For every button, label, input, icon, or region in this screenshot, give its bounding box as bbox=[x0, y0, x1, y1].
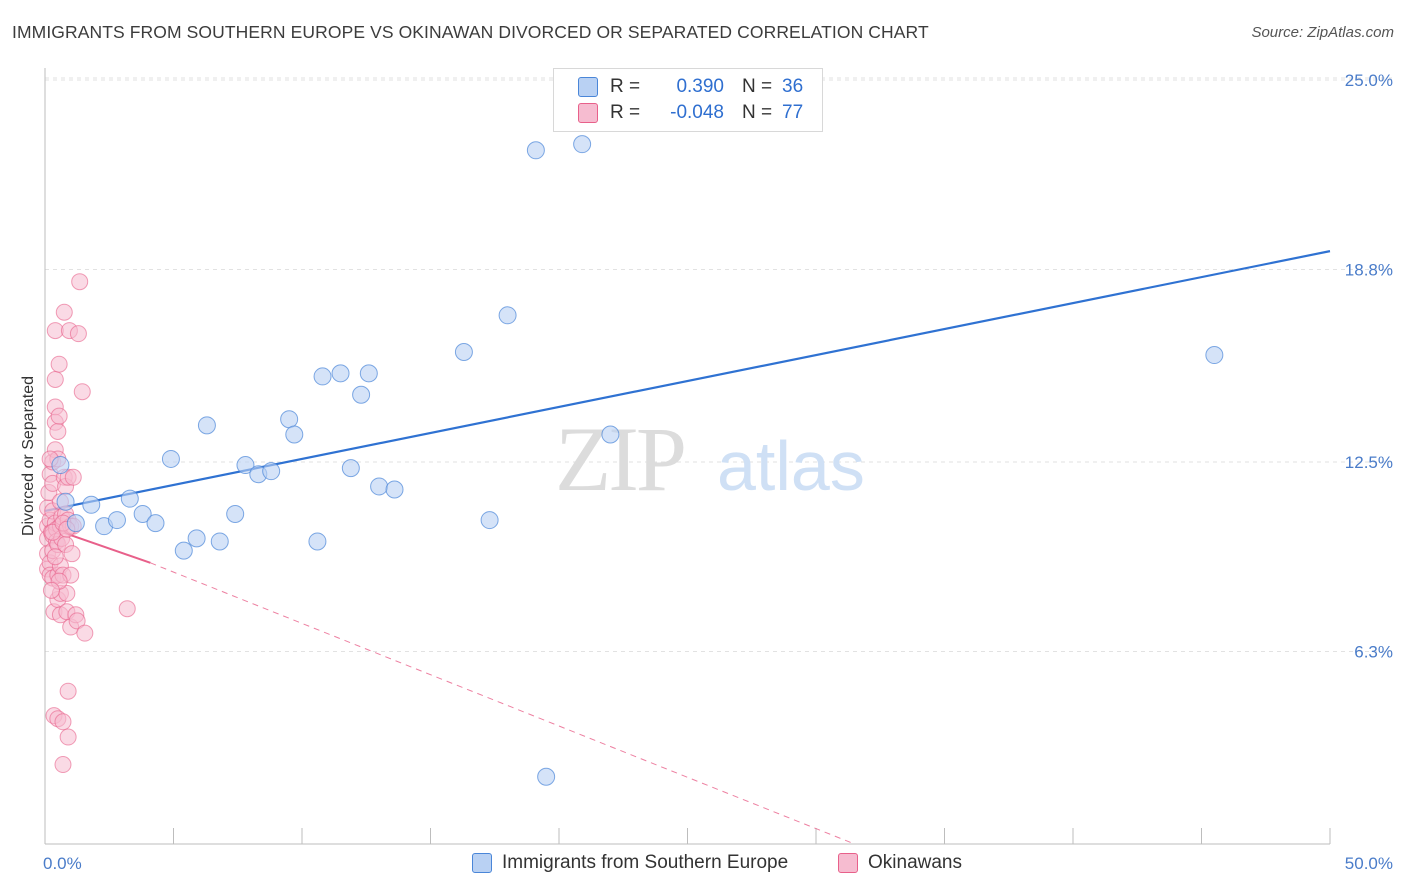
point-okinawans bbox=[76, 624, 94, 642]
bottom-legend-label: Okinawans bbox=[868, 852, 962, 873]
point-okinawans bbox=[50, 355, 68, 373]
point-okinawans bbox=[64, 468, 82, 486]
point-southern-europe bbox=[236, 456, 255, 475]
point-southern-europe bbox=[66, 514, 85, 533]
point-okinawans bbox=[63, 545, 81, 563]
trend-line-okinawans-extension bbox=[150, 562, 855, 845]
trend-lines bbox=[44, 250, 1331, 845]
point-okinawans bbox=[50, 407, 68, 425]
watermark-zip: ZIP bbox=[555, 408, 684, 510]
point-southern-europe bbox=[1205, 346, 1224, 365]
point-southern-europe bbox=[107, 511, 126, 530]
point-okinawans bbox=[71, 273, 89, 291]
point-southern-europe bbox=[385, 480, 404, 499]
point-southern-europe bbox=[280, 410, 299, 429]
point-okinawans bbox=[59, 682, 77, 700]
point-southern-europe bbox=[573, 135, 592, 154]
point-southern-europe bbox=[370, 477, 389, 496]
point-southern-europe bbox=[526, 141, 545, 160]
swatch-southern-europe bbox=[578, 77, 598, 97]
bottom-legend-southern-europe: Immigrants from Southern Europe bbox=[472, 852, 788, 874]
y-tick-label: 25.0% bbox=[1345, 71, 1393, 90]
r-label: R = bbox=[610, 76, 641, 97]
y-tick-label: 12.5% bbox=[1345, 453, 1393, 472]
point-okinawans bbox=[118, 600, 136, 618]
point-southern-europe bbox=[601, 425, 620, 444]
point-southern-europe bbox=[331, 364, 350, 383]
correlation-legend: R = 0.390 N = 36 R = -0.048 N = 77 bbox=[553, 68, 823, 132]
y-axis-label: Divorced or Separated bbox=[20, 376, 37, 536]
n-label: N = bbox=[742, 76, 773, 97]
point-southern-europe bbox=[56, 492, 75, 511]
point-okinawans bbox=[59, 728, 77, 746]
point-okinawans bbox=[42, 581, 60, 599]
point-southern-europe bbox=[210, 532, 229, 551]
legend-row-okinawans: R = -0.048 N = 77 bbox=[578, 101, 803, 125]
trend-line-southern-europe bbox=[44, 250, 1331, 512]
point-okinawans bbox=[54, 756, 72, 774]
point-southern-europe bbox=[341, 459, 360, 478]
point-southern-europe bbox=[161, 449, 180, 468]
point-southern-europe bbox=[174, 541, 193, 560]
point-southern-europe bbox=[133, 504, 152, 523]
bottom-legend-okinawans: Okinawans bbox=[838, 852, 962, 874]
point-okinawans bbox=[54, 713, 72, 731]
swatch-southern-europe bbox=[472, 853, 492, 873]
n-value: 36 bbox=[782, 76, 804, 97]
bottom-legend-label: Immigrants from Southern Europe bbox=[502, 852, 789, 873]
watermark-atlas: atlas bbox=[717, 427, 865, 505]
chart-title: IMMIGRANTS FROM SOUTHERN EUROPE VS OKINA… bbox=[12, 22, 929, 42]
point-southern-europe bbox=[197, 416, 216, 435]
point-southern-europe bbox=[480, 511, 499, 530]
watermark: ZIP atlas bbox=[555, 408, 865, 510]
point-okinawans bbox=[49, 422, 67, 440]
y-tick-label: 18.8% bbox=[1345, 260, 1393, 279]
point-southern-europe bbox=[262, 462, 281, 481]
point-southern-europe bbox=[498, 306, 517, 325]
point-okinawans bbox=[46, 370, 64, 388]
point-southern-europe bbox=[187, 529, 206, 548]
r-value: 0.390 bbox=[676, 76, 724, 97]
point-okinawans bbox=[46, 548, 64, 566]
r-value: -0.048 bbox=[670, 102, 724, 123]
axes bbox=[44, 68, 1331, 845]
point-okinawans bbox=[68, 612, 86, 630]
point-okinawans bbox=[73, 383, 91, 401]
point-southern-europe bbox=[308, 532, 327, 551]
grid-lines bbox=[45, 77, 1392, 652]
swatch-okinawans bbox=[838, 853, 858, 873]
point-southern-europe bbox=[120, 489, 139, 508]
point-southern-europe bbox=[454, 342, 473, 361]
point-southern-europe bbox=[146, 514, 165, 533]
x-tick-label: 0.0% bbox=[43, 854, 82, 873]
point-southern-europe bbox=[359, 364, 378, 383]
y-tick-label: 6.3% bbox=[1354, 642, 1393, 661]
point-okinawans bbox=[69, 325, 87, 343]
point-southern-europe bbox=[51, 456, 70, 475]
swatch-okinawans bbox=[578, 103, 598, 123]
point-okinawans bbox=[55, 303, 73, 321]
r-label: R = bbox=[610, 102, 641, 123]
point-southern-europe bbox=[82, 495, 101, 514]
point-southern-europe bbox=[537, 767, 556, 786]
n-label: N = bbox=[742, 102, 773, 123]
point-southern-europe bbox=[226, 504, 245, 523]
point-southern-europe bbox=[285, 425, 304, 444]
legend-row-southern-europe: R = 0.390 N = 36 bbox=[578, 75, 803, 99]
source-label: Source: ZipAtlas.com bbox=[1251, 24, 1394, 41]
n-value: 77 bbox=[782, 102, 804, 123]
data-points bbox=[39, 135, 1224, 786]
tick-labels: 6.3% 12.5% 18.8% 25.0% 0.0% 50.0% bbox=[43, 71, 1393, 873]
x-tick-label: 50.0% bbox=[1345, 854, 1393, 873]
point-okinawans bbox=[46, 322, 64, 340]
point-southern-europe bbox=[352, 385, 371, 404]
point-southern-europe bbox=[313, 367, 332, 386]
